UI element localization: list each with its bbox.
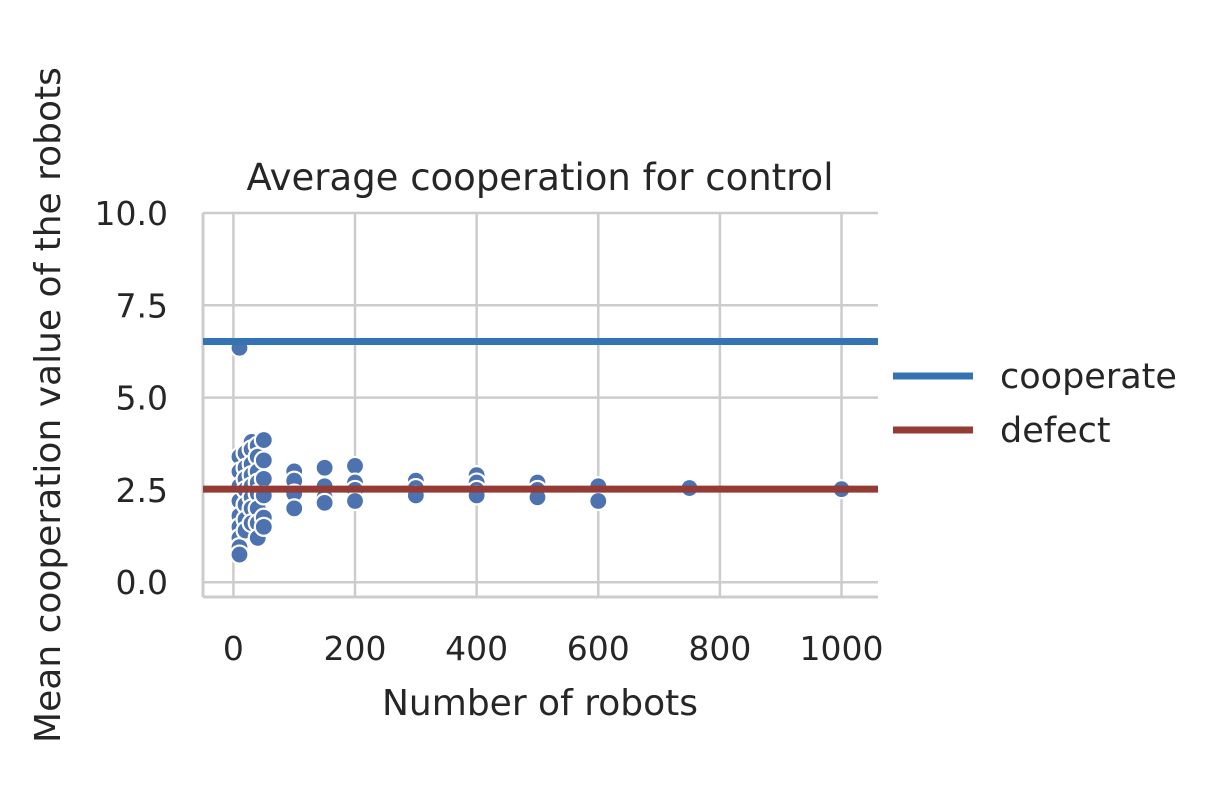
data-point — [284, 498, 305, 519]
x-tick-label: 600 — [567, 629, 630, 668]
axes-spines — [201, 213, 878, 599]
y-axis-label: Mean cooperation value of the robots — [28, 67, 69, 743]
x-tick-label: 1000 — [800, 629, 884, 668]
chart-title: Average cooperation for control — [247, 156, 834, 199]
legend: cooperate defect — [893, 357, 1177, 451]
reference-lines — [203, 337, 878, 493]
y-tick-label: 10.0 — [95, 194, 168, 233]
x-tick-label: 0 — [223, 629, 244, 668]
tick-labels: 0 200 400 600 800 1000 0.0 2.5 5.0 7.5 10.0 — [95, 194, 884, 668]
x-tick-label: 200 — [324, 629, 387, 668]
data-point — [229, 544, 250, 565]
grid-lines — [203, 211, 878, 597]
data-point — [344, 490, 366, 512]
legend-label-defect: defect — [1000, 411, 1111, 451]
x-axis-label: Number of robots — [382, 683, 698, 724]
legend-label-cooperate: cooperate — [1000, 357, 1177, 397]
data-point — [253, 429, 274, 451]
y-tick-label: 0.0 — [116, 563, 168, 602]
data-point — [344, 455, 366, 477]
data-point — [588, 490, 609, 512]
data-point — [253, 516, 274, 537]
scatter-points — [229, 337, 852, 565]
data-point — [253, 468, 274, 489]
data-point — [314, 457, 335, 478]
data-point — [314, 492, 335, 513]
y-tick-label: 5.0 — [116, 379, 168, 418]
x-tick-label: 400 — [445, 629, 508, 668]
y-tick-label: 7.5 — [116, 286, 168, 325]
data-point — [253, 450, 274, 471]
x-tick-label: 800 — [688, 629, 751, 668]
y-tick-label: 2.5 — [116, 471, 168, 510]
